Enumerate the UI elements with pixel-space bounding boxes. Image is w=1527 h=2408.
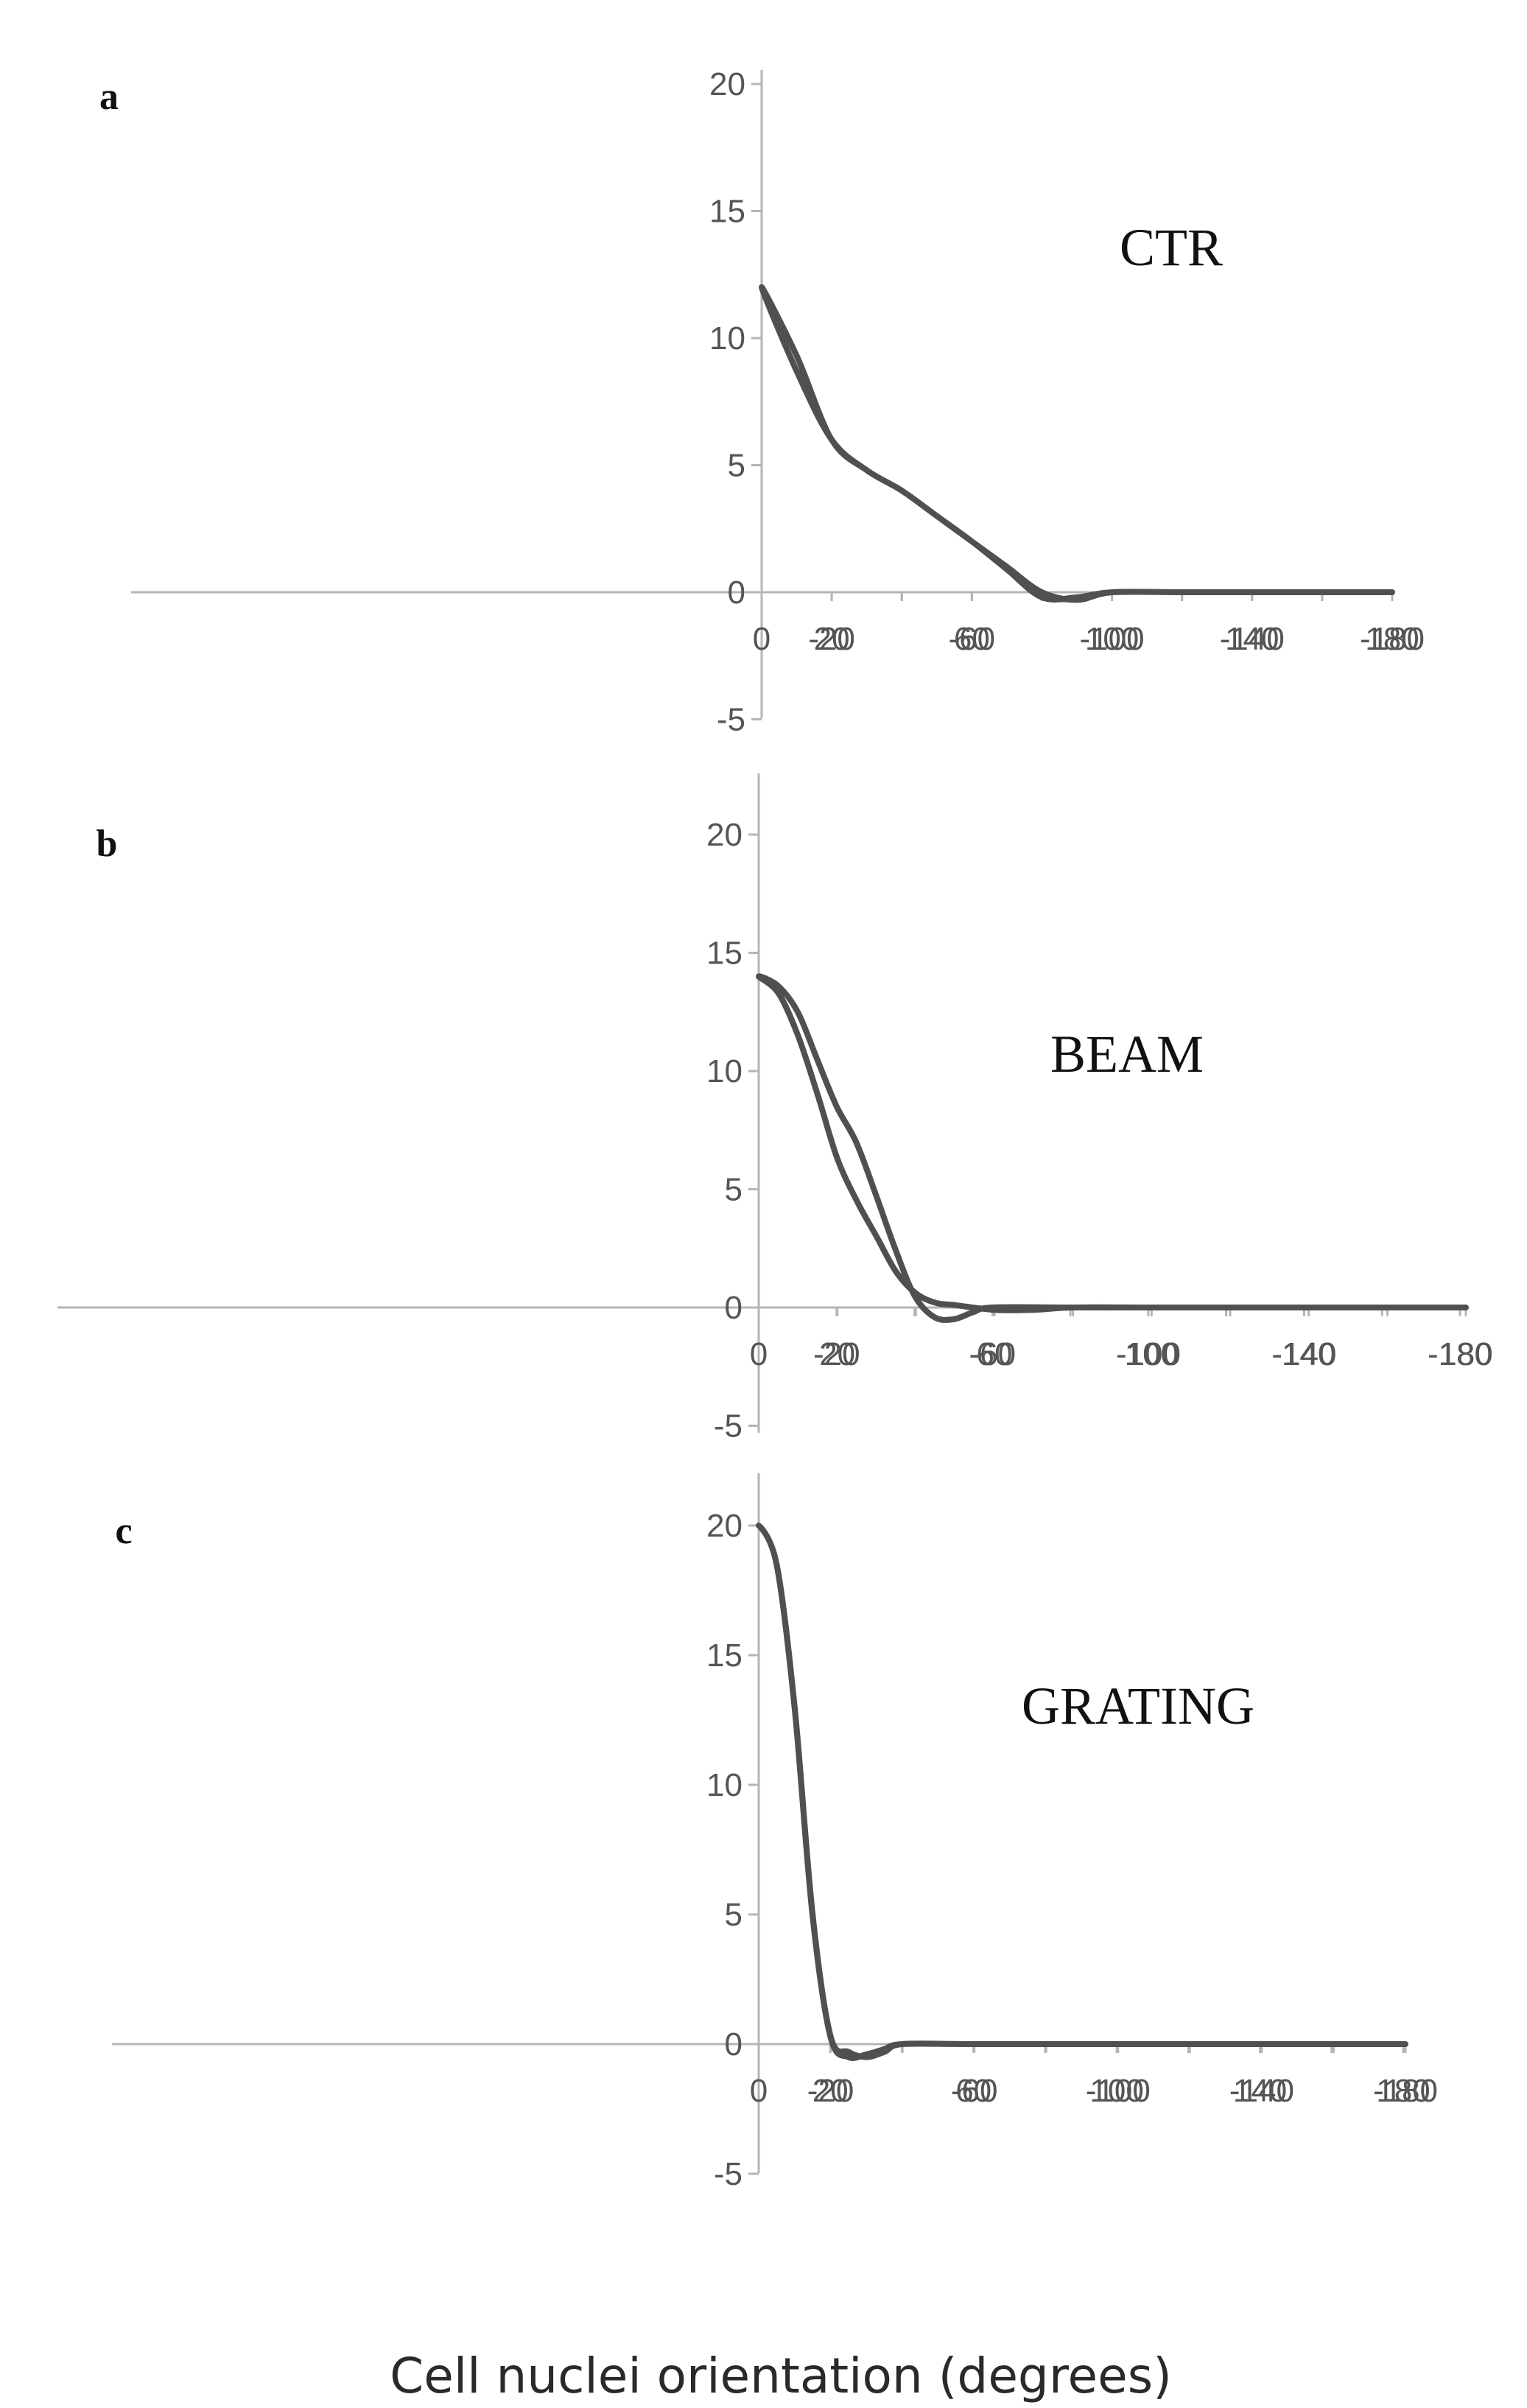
x-tick-label: -60 — [951, 2073, 998, 2109]
y-tick-label: 15 — [706, 936, 743, 972]
x-tick-label: 140 — [1282, 1336, 1335, 1372]
y-tick-label: 0 — [728, 575, 745, 611]
series-line-grating — [756, 1523, 1408, 2062]
x-tick-label: -20 — [813, 1336, 860, 1372]
x-tick-label: -20 — [808, 621, 855, 657]
x-tick-label: -60 — [969, 1336, 1017, 1372]
y-tick-label: -5 — [714, 2156, 743, 2192]
x-tick-label: 0 — [750, 1336, 768, 1372]
x-tick-label: -180 — [1428, 1336, 1492, 1372]
x-tick-label: 60 — [954, 621, 990, 657]
series-label: CTR — [1120, 218, 1223, 277]
y-tick-label: 10 — [709, 320, 745, 357]
x-tick-label: -100 — [1086, 2073, 1151, 2109]
y-tick-label: 20 — [706, 817, 743, 853]
x-tick-label: -180 — [1373, 2073, 1438, 2109]
x-tick-label: 100 — [1089, 2073, 1143, 2109]
x-tick-label: 180 — [1376, 2073, 1430, 2109]
x-tick-label: 20 — [819, 1336, 855, 1372]
y-tick-label: 0 — [725, 1290, 743, 1326]
panel-c: -180 -140 -100 -60 -20 0 20 60 100 140 180 -5 0 5 10 15… — [112, 1473, 1438, 2192]
y-tick-label: 20 — [709, 66, 745, 102]
x-tick-label: -20 — [807, 2073, 854, 2109]
x-tick-label: 60 — [955, 2073, 991, 2109]
y-tick-label: 10 — [706, 1053, 743, 1089]
panel-letter: b — [96, 823, 118, 865]
y-tick-label: 15 — [706, 1637, 743, 1674]
x-tick-label: -140 — [1229, 2073, 1294, 2109]
y-tick-label: -5 — [714, 1408, 743, 1445]
series-label: BEAM — [1050, 1025, 1204, 1084]
x-tick-label: 60 — [977, 1336, 1013, 1372]
x-tick-label: -100 — [1116, 1336, 1181, 1372]
x-tick-label: -100 — [1080, 621, 1145, 657]
x-tick-label: 20 — [814, 621, 850, 657]
y-tick-label: 10 — [706, 1767, 743, 1803]
panel-letter: a — [99, 76, 119, 118]
y-tick-label: 15 — [709, 194, 745, 230]
y-tick-label: -5 — [717, 702, 745, 738]
x-tick-label: 140 — [1225, 621, 1279, 657]
y-tick-label: 0 — [725, 2026, 743, 2063]
x-tick-label: -60 — [949, 621, 996, 657]
x-tick-label: 100 — [1085, 621, 1139, 657]
series-line-beam — [756, 973, 1469, 1323]
y-tick-label: 20 — [706, 1508, 743, 1544]
x-tick-label: 180 — [1365, 621, 1419, 657]
y-tick-label: 5 — [725, 1172, 743, 1208]
series-line-ctr — [759, 284, 1395, 603]
panel-b: -180-140-100-60-200 20 60 100 140 180-5051015… — [57, 773, 1493, 1445]
y-tick-label: 5 — [728, 448, 745, 484]
x-tick-label: 180 — [1439, 1336, 1492, 1372]
y-tick-label: 5 — [725, 1897, 743, 1933]
x-tick-label: -140 — [1220, 621, 1285, 657]
panel-letter: c — [115, 1510, 132, 1552]
series-label: GRATING — [1022, 1677, 1254, 1735]
panel-a: -180 -140 -100 -60 -20 0 20 60 100 140 180 -5 0 5 10 15… — [99, 66, 1425, 738]
x-tick-label: 0 — [750, 2073, 768, 2109]
x-tick-label: -180 — [1360, 621, 1425, 657]
x-tick-label: 0 — [753, 621, 770, 657]
x-tick-label: 20 — [812, 2073, 849, 2109]
x-tick-label: 100 — [1125, 1336, 1179, 1372]
x-axis-title: Cell nuclei orientation (degrees) — [390, 2348, 1172, 2404]
x-tick-label: -140 — [1271, 1336, 1336, 1372]
x-tick-label: 140 — [1233, 2073, 1287, 2109]
